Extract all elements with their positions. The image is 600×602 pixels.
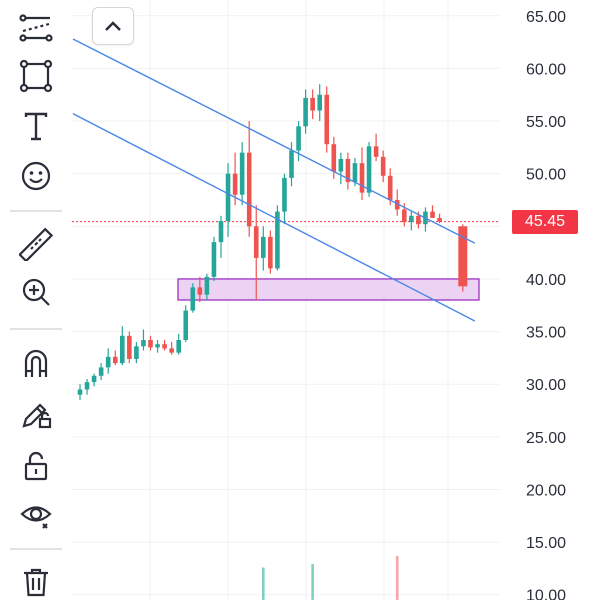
support-zone-rect bbox=[177, 278, 480, 301]
zoom-in-icon[interactable] bbox=[14, 272, 58, 312]
candle-body bbox=[338, 158, 344, 172]
toolbar-separator bbox=[10, 328, 62, 330]
candle-body bbox=[359, 163, 365, 193]
candle-body bbox=[204, 276, 210, 295]
candle-body bbox=[303, 97, 308, 127]
candle-body bbox=[310, 97, 315, 111]
candle-body bbox=[253, 226, 259, 258]
candle-body bbox=[366, 146, 372, 193]
magnet-icon[interactable] bbox=[14, 344, 58, 384]
channel-lower-line bbox=[72, 113, 476, 322]
candle-body bbox=[112, 356, 118, 364]
candle-body bbox=[380, 156, 386, 176]
price-tick-label: 50.00 bbox=[526, 167, 566, 184]
candle-body bbox=[261, 236, 266, 258]
candle-body bbox=[331, 144, 337, 172]
candle-body bbox=[155, 344, 160, 348]
candle-body bbox=[197, 287, 203, 295]
candle-body bbox=[225, 173, 231, 222]
candle-body bbox=[394, 200, 400, 210]
volume-bar bbox=[311, 564, 314, 600]
toolbar-separator bbox=[10, 548, 62, 550]
candle-body bbox=[218, 221, 224, 243]
candle-body bbox=[345, 158, 351, 183]
candle-body bbox=[134, 346, 139, 359]
candle-body bbox=[211, 242, 217, 277]
candle-body bbox=[317, 94, 322, 111]
volume-bars bbox=[262, 556, 399, 600]
pencil-lock-icon[interactable] bbox=[14, 394, 58, 434]
toolbar-separator bbox=[10, 210, 62, 212]
support-zone[interactable] bbox=[177, 278, 480, 301]
candle-body bbox=[84, 382, 90, 390]
candle-body bbox=[120, 335, 125, 364]
price-tick-label: 20.00 bbox=[526, 482, 566, 499]
unlock-icon[interactable] bbox=[14, 446, 58, 486]
collapse-toolbar-button[interactable] bbox=[92, 7, 134, 45]
candle-body bbox=[232, 173, 238, 195]
price-tick-label: 35.00 bbox=[526, 325, 566, 342]
candle-body bbox=[246, 152, 252, 227]
drawing-toolbar bbox=[0, 0, 72, 600]
price-tick-label: 25.00 bbox=[526, 430, 566, 447]
candle-body bbox=[387, 175, 393, 200]
current-price-label: 45.45 bbox=[512, 210, 578, 234]
price-tick-label: 55.00 bbox=[526, 114, 566, 131]
candle-body bbox=[239, 152, 245, 195]
candle-body bbox=[289, 150, 294, 178]
candle-body bbox=[183, 310, 189, 340]
candle-body bbox=[162, 344, 167, 349]
candle-body bbox=[98, 367, 104, 376]
candle-body bbox=[324, 94, 330, 145]
candle-body bbox=[141, 340, 146, 347]
candle-body bbox=[91, 375, 97, 383]
rectangle-tool-icon[interactable] bbox=[14, 56, 58, 96]
candle-body bbox=[296, 126, 301, 151]
emoji-tool-icon[interactable] bbox=[14, 156, 58, 196]
price-axis[interactable]: 65.0060.0055.0050.0045.0040.0035.0030.00… bbox=[526, 9, 566, 600]
candle-body bbox=[373, 146, 379, 157]
candle-body bbox=[430, 211, 435, 218]
ruler-measure-icon[interactable] bbox=[14, 224, 58, 264]
candle-body bbox=[409, 215, 414, 223]
price-tick-label: 60.00 bbox=[526, 61, 566, 78]
price-tick-label: 10.00 bbox=[526, 588, 566, 600]
candle-body bbox=[190, 287, 196, 311]
eye-icon[interactable] bbox=[14, 496, 58, 536]
candle-body bbox=[169, 348, 174, 353]
candle-body bbox=[282, 177, 287, 212]
candle-body bbox=[437, 217, 442, 222]
candle-body bbox=[416, 215, 421, 225]
volume-bar bbox=[395, 556, 399, 600]
candle-body bbox=[148, 340, 153, 348]
price-chart[interactable]: 65.0060.0055.0050.0045.0040.0035.0030.00… bbox=[72, 0, 600, 600]
candle-body bbox=[127, 335, 132, 359]
chevron-up-icon bbox=[105, 21, 121, 31]
price-tick-label: 65.00 bbox=[526, 9, 566, 26]
trash-icon[interactable] bbox=[14, 562, 58, 602]
trend-line-tool-icon[interactable] bbox=[14, 8, 58, 48]
text-tool-icon[interactable] bbox=[14, 106, 58, 146]
candle-body bbox=[105, 356, 111, 368]
price-tick-label: 40.00 bbox=[526, 272, 566, 289]
candle-body bbox=[458, 226, 468, 287]
volume-bar bbox=[262, 567, 265, 600]
price-tick-label: 15.00 bbox=[526, 535, 566, 552]
candle-body bbox=[275, 211, 280, 269]
candle-body bbox=[352, 163, 358, 183]
candle-body bbox=[77, 389, 83, 395]
candle-body bbox=[268, 236, 273, 269]
candle-body bbox=[176, 340, 181, 353]
drawings[interactable] bbox=[72, 38, 476, 322]
price-tick-label: 30.00 bbox=[526, 377, 566, 394]
channel-upper-line bbox=[72, 38, 476, 244]
candlesticks bbox=[77, 84, 468, 400]
candle-body bbox=[402, 209, 407, 223]
